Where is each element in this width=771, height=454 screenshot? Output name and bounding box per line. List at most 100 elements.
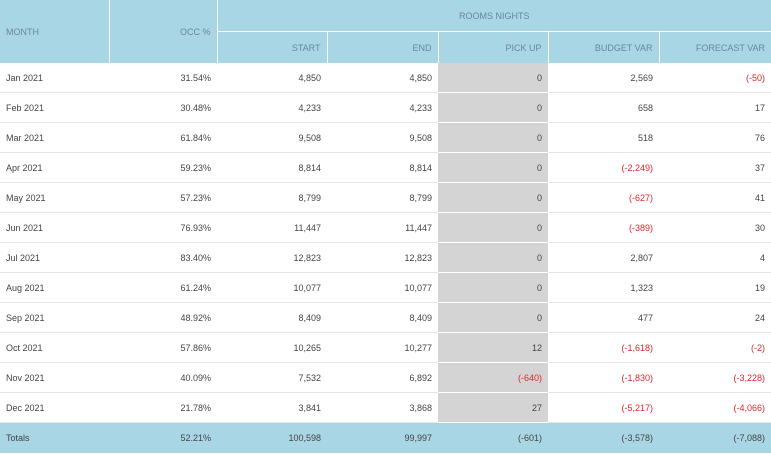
cell-budget-var: 1,323 [548,272,659,303]
cell-budget-var: (-389) [548,212,659,243]
column-header-end[interactable]: END [327,31,439,63]
cell-pickup: 0 [438,272,548,303]
cell-forecast-var: 37 [659,152,771,183]
cell-end: 3,868 [327,392,438,423]
cell-budget-var: (-2,249) [548,152,659,183]
cell-occ: 21.78% [109,392,217,423]
column-header-start[interactable]: START [217,31,328,63]
column-header-budget-var[interactable]: BUDGET VAR [548,31,660,63]
cell-pickup: 0 [438,242,548,273]
table-row[interactable]: Oct 2021 57.86% 10,265 10,277 12 (-1,618) (-2) [0,332,771,363]
table-row[interactable]: May 2021 57.23% 8,799 8,799 0 (-627) 41 [0,182,771,213]
cell-start: 8,814 [217,152,327,183]
cell-start: 9,508 [217,122,327,153]
cell-month: Feb 2021 [0,92,109,123]
cell-month: Aug 2021 [0,272,109,303]
cell-forecast-var: 4 [659,242,771,273]
totals-row: Totals 52.21% 100,598 99,997 (-601) (-3,… [0,422,771,453]
cell-occ: 59.23% [109,152,217,183]
cell-pickup: 0 [438,152,548,183]
cell-end: 8,814 [327,152,438,183]
cell-start: 10,077 [217,272,327,303]
cell-end: 10,077 [327,272,438,303]
cell-occ: 57.86% [109,332,217,363]
cell-occ: 40.09% [109,362,217,393]
cell-month: Sep 2021 [0,302,109,333]
cell-start: 11,447 [217,212,327,243]
totals-budget-var: (-3,578) [548,422,659,453]
cell-occ: 30.48% [109,92,217,123]
cell-budget-var: 477 [548,302,659,333]
cell-end: 11,447 [327,212,438,243]
cell-month: Jul 2021 [0,242,109,273]
column-group-rooms-nights: ROOMS NIGHTS [217,0,771,32]
column-header-pickup[interactable]: PICK UP [438,31,549,63]
cell-end: 8,799 [327,182,438,213]
cell-budget-var: (-1,830) [548,362,659,393]
totals-start: 100,598 [217,422,327,453]
cell-budget-var: 2,807 [548,242,659,273]
cell-start: 10,265 [217,332,327,363]
cell-forecast-var: (-2) [659,332,771,363]
table-row[interactable]: Jun 2021 76.93% 11,447 11,447 0 (-389) 30 [0,212,771,243]
cell-pickup: 0 [438,63,548,93]
table-row[interactable]: Dec 2021 21.78% 3,841 3,868 27 (-5,217) (-4,06… [0,392,771,423]
table-row[interactable]: Nov 2021 40.09% 7,532 6,892 (-640) (-1,830) (-… [0,362,771,393]
cell-month: Nov 2021 [0,362,109,393]
cell-month: Apr 2021 [0,152,109,183]
cell-month: Jun 2021 [0,212,109,243]
cell-month: Oct 2021 [0,332,109,363]
cell-pickup: 0 [438,92,548,123]
cell-occ: 31.54% [109,63,217,93]
cell-end: 6,892 [327,362,438,393]
cell-forecast-var: 76 [659,122,771,153]
cell-forecast-var: 24 [659,302,771,333]
totals-forecast-var: (-7,088) [659,422,771,453]
cell-start: 8,799 [217,182,327,213]
cell-forecast-var: 30 [659,212,771,243]
cell-forecast-var: 19 [659,272,771,303]
table-row[interactable]: Feb 2021 30.48% 4,233 4,233 0 658 17 [0,92,771,123]
cell-forecast-var: 41 [659,182,771,213]
cell-occ: 61.24% [109,272,217,303]
column-header-occ[interactable]: OCC % [109,0,218,63]
cell-month: Dec 2021 [0,392,109,423]
table-row[interactable]: Mar 2021 61.84% 9,508 9,508 0 518 76 [0,122,771,153]
cell-end: 4,850 [327,63,438,93]
cell-pickup: 0 [438,302,548,333]
table-row[interactable]: Sep 2021 48.92% 8,409 8,409 0 477 24 [0,302,771,333]
cell-month: May 2021 [0,182,109,213]
cell-pickup: 0 [438,182,548,213]
cell-pickup: 0 [438,212,548,243]
cell-forecast-var: (-3,228) [659,362,771,393]
cell-start: 8,409 [217,302,327,333]
table-row[interactable]: Jul 2021 83.40% 12,823 12,823 0 2,807 4 [0,242,771,273]
table-row[interactable]: Jan 2021 31.54% 4,850 4,850 0 2,569 (-50) [0,63,771,93]
cell-budget-var: 2,569 [548,63,659,93]
table-row[interactable]: Aug 2021 61.24% 10,077 10,077 0 1,323 19 [0,272,771,303]
table-row[interactable]: Apr 2021 59.23% 8,814 8,814 0 (-2,249) 37 [0,152,771,183]
cell-start: 7,532 [217,362,327,393]
cell-month: Mar 2021 [0,122,109,153]
cell-forecast-var: (-4,066) [659,392,771,423]
cell-start: 4,233 [217,92,327,123]
cell-month: Jan 2021 [0,63,109,93]
cell-end: 8,409 [327,302,438,333]
cell-start: 3,841 [217,392,327,423]
cell-occ: 76.93% [109,212,217,243]
cell-budget-var: 658 [548,92,659,123]
cell-end: 4,233 [327,92,438,123]
column-header-forecast-var[interactable]: FORECAST VAR [659,31,771,63]
cell-pickup: 27 [438,392,548,423]
cell-start: 12,823 [217,242,327,273]
cell-budget-var: (-1,618) [548,332,659,363]
cell-occ: 48.92% [109,302,217,333]
cell-budget-var: (-627) [548,182,659,213]
totals-end: 99,997 [327,422,438,453]
cell-occ: 61.84% [109,122,217,153]
cell-budget-var: (-5,217) [548,392,659,423]
totals-label: Totals [0,422,109,453]
column-header-month[interactable]: MONTH [0,0,110,63]
cell-start: 4,850 [217,63,327,93]
